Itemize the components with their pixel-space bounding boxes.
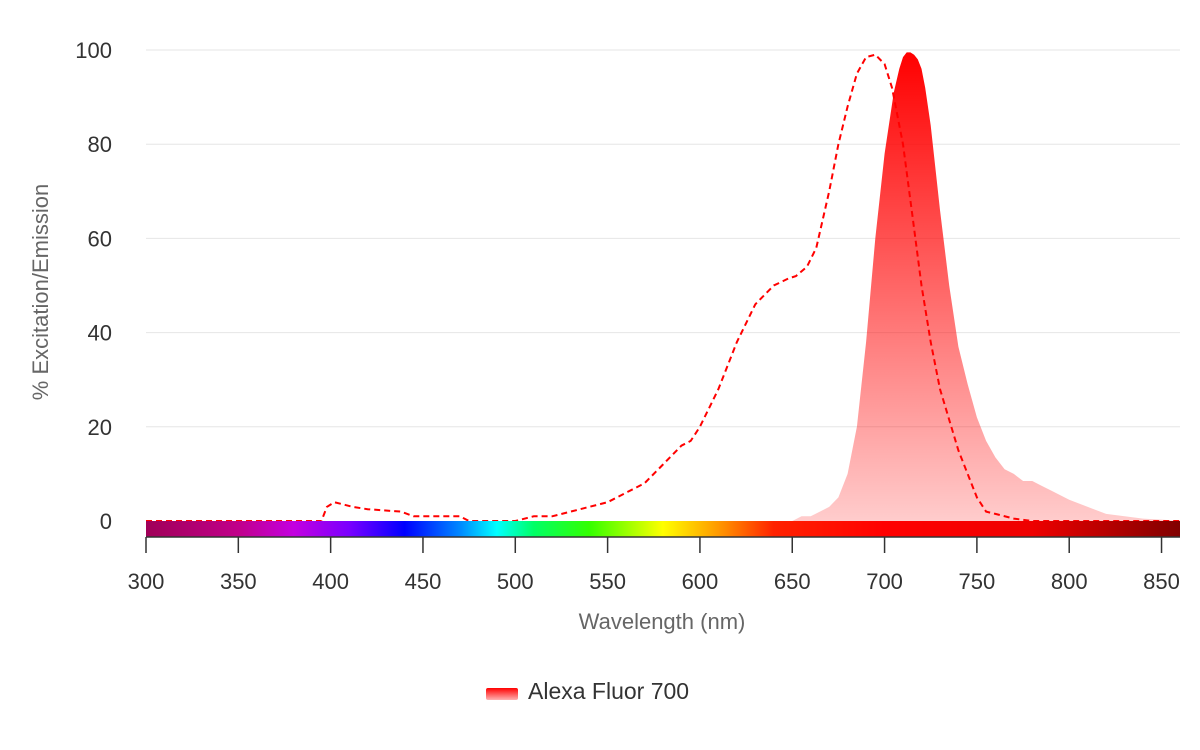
legend[interactable]: Alexa Fluor 700 [486,678,689,704]
emission-series[interactable] [146,52,1180,522]
x-tick-label: 350 [220,569,257,594]
legend-label: Alexa Fluor 700 [528,678,689,704]
x-tick-label: 500 [497,569,534,594]
x-tick-label: 750 [959,569,996,594]
gridlines [146,49,1180,428]
x-tick-label: 650 [774,569,811,594]
x-axis-title: Wavelength (nm) [579,609,746,634]
excitation-line[interactable] [146,53,1180,522]
x-tick-label: 400 [312,569,349,594]
y-tick-label: 20 [88,415,112,440]
excitation-series[interactable] [146,53,1180,522]
y-tick-label: 100 [75,38,112,63]
x-tick-label: 800 [1051,569,1088,594]
x-tick-label: 300 [128,569,165,594]
spectrum-bar [146,521,1180,537]
y-tick-label: 0 [100,509,112,534]
x-tick-label: 700 [866,569,903,594]
x-tick-label: 850 [1143,569,1180,594]
axes: 0 20 40 60 80 100 300 350 400 450 500 550 600 650 700 7… [75,38,1180,594]
x-tick-label: 550 [589,569,626,594]
y-axis-title: % Excitation/Emission [28,184,53,400]
x-tick-label: 450 [405,569,442,594]
emission-area[interactable] [146,52,1180,522]
y-tick-label: 60 [88,226,112,251]
y-tick-label: 80 [88,132,112,157]
spectrum-bar-group [146,521,1180,537]
x-tick-label: 600 [682,569,719,594]
y-tick-label: 40 [88,321,112,346]
legend-swatch [486,688,518,700]
